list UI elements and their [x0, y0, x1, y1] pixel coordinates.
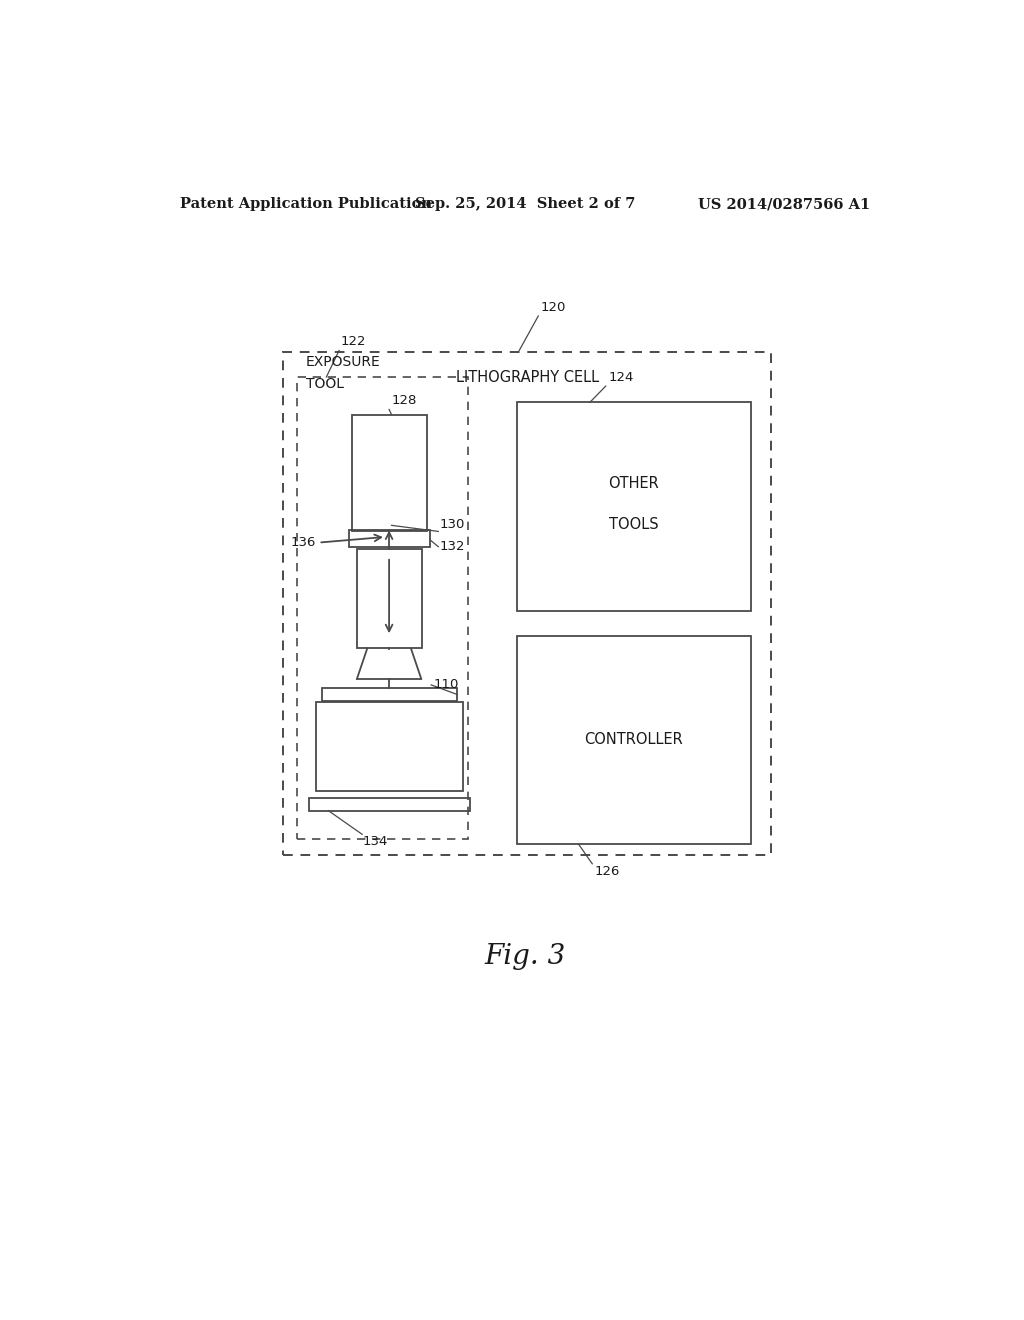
Text: 134: 134 [362, 836, 387, 849]
Bar [316, 702, 463, 791]
Text: 126: 126 [595, 865, 620, 878]
Text: EXPOSURE: EXPOSURE [306, 355, 381, 368]
Text: Sep. 25, 2014  Sheet 2 of 7: Sep. 25, 2014 Sheet 2 of 7 [415, 197, 635, 211]
Text: Fig. 3: Fig. 3 [484, 942, 565, 970]
Text: 122: 122 [341, 335, 367, 348]
Text: US 2014/0287566 A1: US 2014/0287566 A1 [697, 197, 870, 211]
Text: 110: 110 [433, 678, 459, 692]
Bar [357, 549, 422, 648]
Bar [517, 636, 751, 845]
Text: LITHOGRAPHY CELL: LITHOGRAPHY CELL [456, 370, 599, 385]
Text: 124: 124 [608, 371, 634, 384]
Bar [297, 378, 468, 840]
Bar [283, 351, 771, 854]
Bar [323, 688, 458, 701]
Bar [309, 797, 470, 810]
Text: OTHER: OTHER [608, 477, 658, 491]
Bar [352, 414, 427, 532]
Text: 120: 120 [541, 301, 566, 314]
Text: 136: 136 [291, 536, 316, 549]
Text: TOOLS: TOOLS [608, 517, 658, 532]
Text: CONTROLLER: CONTROLLER [584, 733, 683, 747]
Text: 132: 132 [440, 540, 465, 553]
Text: 130: 130 [440, 519, 465, 532]
Text: 128: 128 [391, 395, 417, 408]
Text: TOOL: TOOL [306, 378, 344, 391]
Bar [517, 403, 751, 611]
Text: Patent Application Publication: Patent Application Publication [179, 197, 431, 211]
Bar [348, 531, 430, 546]
